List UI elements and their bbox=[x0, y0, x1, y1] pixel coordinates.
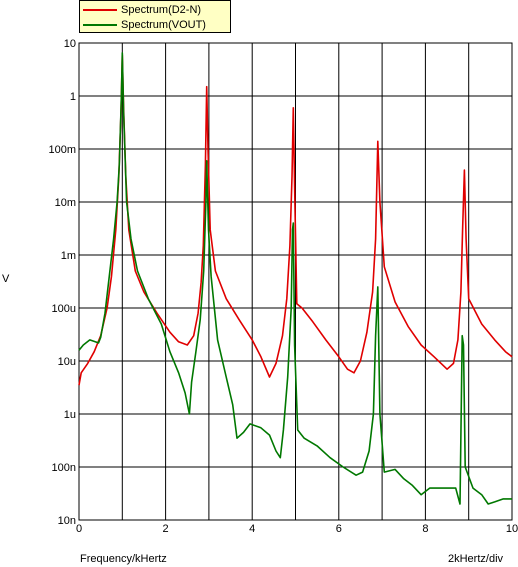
y-tick-label: 10 bbox=[64, 38, 76, 50]
y-tick-label: 100m bbox=[48, 144, 76, 156]
y-tick-label: 10u bbox=[58, 356, 76, 368]
chart-series bbox=[78, 52, 513, 505]
x-tick-label: 2 bbox=[163, 523, 169, 535]
y-tick-label: 1m bbox=[61, 250, 76, 262]
series-line-1 bbox=[78, 52, 512, 505]
legend-label-vout: Spectrum(VOUT) bbox=[121, 18, 206, 31]
legend-swatch-d2n bbox=[83, 8, 117, 11]
y-tick-label: 1u bbox=[64, 409, 76, 421]
legend-label-d2n: Spectrum(D2-N) bbox=[121, 3, 202, 16]
chart-legend: Spectrum(D2-N) Spectrum(VOUT) bbox=[79, 0, 231, 33]
x-tick-label: 8 bbox=[422, 523, 428, 535]
x-tick-label: 10 bbox=[506, 523, 518, 535]
y-tick-label: 100u bbox=[52, 303, 76, 315]
y-tick-labels: 10 1 100m 10m 1m 100u 10u 1u 100n 10n bbox=[48, 38, 76, 527]
y-axis-label: V bbox=[2, 273, 10, 285]
plot-border bbox=[78, 42, 513, 521]
x-scale-caption: 2kHertz/div bbox=[448, 553, 504, 565]
x-tick-label: 4 bbox=[249, 523, 255, 535]
y-tick-label: 10m bbox=[55, 197, 76, 209]
legend-item-d2n: Spectrum(D2-N) bbox=[83, 2, 201, 17]
x-axis-caption: Frequency/kHertz bbox=[80, 553, 167, 565]
x-tick-label: 0 bbox=[76, 523, 82, 535]
legend-item-vout: Spectrum(VOUT) bbox=[83, 17, 206, 32]
y-tick-label: 10n bbox=[58, 515, 76, 527]
chart-grid bbox=[78, 42, 513, 521]
legend-swatch-vout bbox=[83, 23, 117, 26]
x-tick-label: 6 bbox=[336, 523, 342, 535]
plot-frame bbox=[78, 42, 513, 521]
y-tick-label: 1 bbox=[70, 91, 76, 103]
y-tick-label: 100n bbox=[52, 462, 76, 474]
x-tick-labels: 0 2 4 6 8 10 bbox=[76, 523, 518, 535]
